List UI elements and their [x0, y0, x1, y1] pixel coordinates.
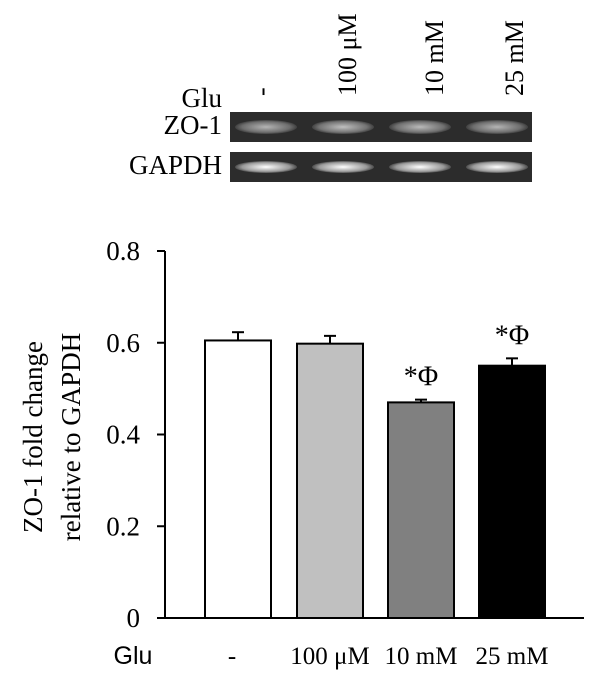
- bar: [478, 364, 546, 619]
- zo1-band: [235, 120, 297, 134]
- bar-chart: ZO-1 fold change relative to GAPDH 00.20…: [18, 236, 584, 670]
- x-tick-label: -: [228, 643, 236, 670]
- gapdh-band: [235, 161, 297, 173]
- gapdh-band: [466, 161, 528, 173]
- x-tick-label: 100 μM: [290, 643, 369, 670]
- y-tick-label: 0.6: [106, 328, 140, 358]
- y-axis-ticks: 0 0.2 0.4 0.6 0.8: [106, 236, 165, 633]
- gel-lane-label: 25 mM: [500, 20, 529, 96]
- x-axis-title-glu: Glu: [114, 642, 153, 670]
- x-tick-label: 25 mM: [476, 643, 549, 670]
- bar: [296, 342, 364, 619]
- gel-lane-label: 10 mM: [420, 20, 449, 96]
- gel-lane-label: 100 μM: [333, 13, 362, 96]
- zo1-bands: [235, 120, 528, 134]
- gel-blot-label-gapdh: GAPDH: [129, 150, 222, 180]
- bars: [204, 339, 546, 620]
- y-tick-label: 0.2: [106, 511, 140, 541]
- x-tick-label: 10 mM: [385, 643, 458, 670]
- y-axis-title-line1: ZO-1 fold change: [18, 341, 48, 533]
- zo1-band: [466, 120, 528, 134]
- significance-mark: *Φ: [404, 362, 438, 393]
- x-axis-tick-labels: - 100 μM 10 mM 25 mM: [228, 643, 549, 670]
- zo1-band: [389, 120, 451, 134]
- gel-blot-label-zo1: ZO-1: [164, 110, 222, 140]
- gapdh-band: [389, 161, 451, 173]
- error-bars: [232, 331, 518, 403]
- y-tick-label: 0: [127, 603, 141, 633]
- significance-annotations: *Φ *Φ: [404, 320, 529, 392]
- gel-lane-label: -: [247, 87, 276, 96]
- bar: [204, 339, 272, 619]
- zo1-band: [312, 120, 374, 134]
- gel-panel: Glu ZO-1 GAPDH - 100 μM 10 mM 25 mM: [129, 13, 532, 182]
- gel-row-label-glu: Glu: [182, 83, 223, 113]
- gapdh-band: [312, 161, 374, 173]
- y-axis-title-line2: relative to GAPDH: [56, 333, 86, 541]
- gapdh-bands: [235, 161, 528, 173]
- bar: [387, 401, 455, 620]
- y-tick-label: 0.4: [106, 420, 140, 450]
- significance-mark: *Φ: [495, 320, 529, 351]
- y-tick-label: 0.8: [106, 236, 140, 266]
